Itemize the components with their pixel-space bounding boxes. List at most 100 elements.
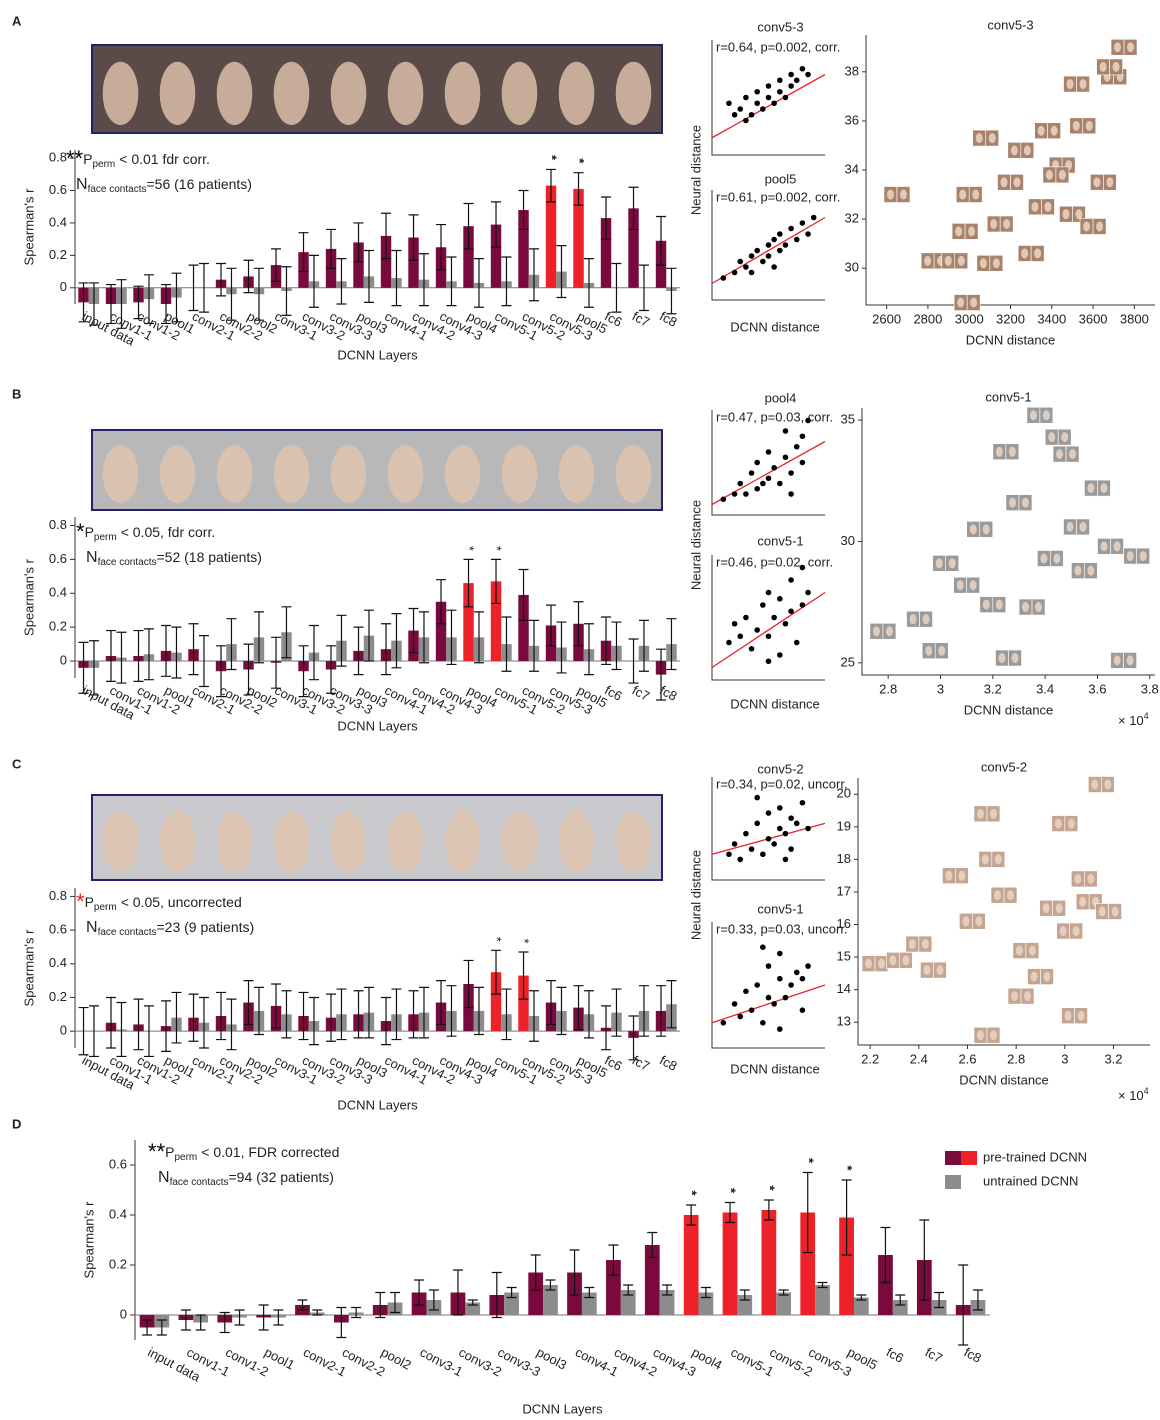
note: *Pperm< 0.05, uncorrected bbox=[76, 889, 242, 914]
face-photo bbox=[274, 811, 310, 872]
point bbox=[726, 640, 732, 646]
note-p-text: < 0.01, FDR corrected bbox=[201, 1144, 339, 1160]
point bbox=[777, 652, 783, 658]
y-tick-label: 0.4 bbox=[49, 585, 67, 600]
thumbnail-face bbox=[1073, 121, 1080, 131]
note-p: P bbox=[85, 894, 94, 910]
thumbnail-pair bbox=[954, 295, 980, 311]
thumbnail-pair bbox=[1096, 904, 1122, 920]
thumbnail-face bbox=[996, 600, 1003, 610]
thumbnail-face bbox=[970, 580, 977, 590]
thumbnail-face bbox=[1056, 903, 1063, 913]
point bbox=[732, 841, 738, 847]
thumbnail-pair bbox=[980, 597, 1006, 613]
thumbnail-pair bbox=[1008, 988, 1034, 1004]
thumbnail-face bbox=[1114, 541, 1121, 551]
thumbnail-face bbox=[962, 916, 969, 926]
face-photo bbox=[160, 811, 196, 872]
x-tick-label: fc8 bbox=[657, 1052, 679, 1073]
thumbnail-face bbox=[1003, 219, 1010, 229]
point bbox=[726, 851, 732, 857]
face-photo bbox=[274, 445, 310, 503]
x-multiplier-exp: 4 bbox=[1144, 711, 1149, 721]
note-n-text: =23 (9 patients) bbox=[156, 919, 254, 935]
thumbnail-pair bbox=[1027, 407, 1053, 423]
point bbox=[788, 72, 794, 78]
point bbox=[800, 976, 806, 982]
thumbnail-face bbox=[1044, 202, 1051, 212]
thumbnail-face bbox=[1074, 874, 1081, 884]
point bbox=[777, 951, 783, 957]
x-tick-label: fc8 bbox=[657, 308, 679, 329]
y-tick-label: 0 bbox=[60, 652, 67, 667]
x-tick-label: fc6 bbox=[884, 1344, 906, 1365]
thumbnail-face bbox=[1067, 522, 1074, 532]
point bbox=[805, 72, 811, 78]
point bbox=[771, 1001, 777, 1007]
thumbnail-face bbox=[1030, 410, 1037, 420]
thumbnail-face bbox=[945, 256, 952, 266]
note-p-sub: perm bbox=[94, 902, 117, 913]
thumbnail-pair bbox=[974, 806, 1000, 822]
thumbnail-face bbox=[1059, 170, 1066, 180]
y-tick-label: 17 bbox=[837, 883, 851, 898]
note-n-sub: face contacts bbox=[98, 927, 157, 938]
point bbox=[766, 253, 772, 259]
point bbox=[800, 800, 806, 806]
thumbnail-face bbox=[1061, 432, 1068, 442]
error-bar bbox=[106, 631, 116, 682]
point bbox=[777, 231, 783, 237]
point bbox=[766, 658, 772, 664]
point bbox=[743, 989, 749, 995]
point bbox=[732, 270, 738, 276]
annotation: r=0.34, p=0.02, uncorr. bbox=[716, 776, 848, 791]
thumbnail-face bbox=[1106, 177, 1113, 187]
thumbnail-face bbox=[945, 871, 952, 881]
note-n-sub: face contacts bbox=[88, 184, 147, 195]
point bbox=[794, 444, 800, 450]
x-tick-label: conv5-1 bbox=[728, 1344, 776, 1379]
thumbnail-face bbox=[1021, 248, 1028, 258]
face-photo bbox=[445, 811, 481, 872]
point bbox=[749, 253, 755, 259]
x-tick-label: 2.8 bbox=[1007, 1051, 1025, 1066]
thumbnail-face bbox=[977, 809, 984, 819]
x-tick-label: 2800 bbox=[913, 311, 942, 326]
bar bbox=[815, 1285, 830, 1315]
thumbnail-face bbox=[949, 558, 956, 568]
thumbnail-pair bbox=[1035, 123, 1061, 139]
point bbox=[800, 602, 806, 608]
point bbox=[760, 106, 766, 112]
error-bar bbox=[281, 267, 291, 316]
point bbox=[743, 831, 749, 837]
thumbnail-face bbox=[1075, 209, 1082, 219]
panel-letter: C bbox=[12, 756, 22, 771]
significance-star: ** bbox=[731, 1188, 736, 1194]
thumbnail-pair bbox=[977, 255, 1003, 271]
scatter-title: conv5-2 bbox=[981, 759, 1027, 774]
y-axis-label: Neural distance bbox=[688, 125, 703, 215]
point bbox=[749, 270, 755, 276]
thumbnail-face bbox=[1083, 221, 1090, 231]
y-tick-label: 30 bbox=[841, 533, 855, 548]
significance-star: ** bbox=[808, 1158, 813, 1164]
y-axis-label: Spearman's r bbox=[81, 1201, 96, 1279]
thumbnail-face bbox=[990, 809, 997, 819]
x-tick-label: conv5-2 bbox=[767, 1344, 815, 1379]
scatter-title: conv5-1 bbox=[757, 901, 803, 916]
point bbox=[788, 491, 794, 497]
thumbnail-pair bbox=[1111, 652, 1137, 668]
face-photo bbox=[217, 445, 253, 503]
point bbox=[771, 237, 777, 243]
point bbox=[743, 615, 749, 621]
thumbnail-face bbox=[1043, 410, 1050, 420]
thumbnail-face bbox=[1062, 209, 1069, 219]
thumbnail-face bbox=[909, 939, 916, 949]
face-photo bbox=[559, 62, 595, 125]
thumbnail-face bbox=[938, 646, 945, 656]
error-bar bbox=[161, 625, 171, 676]
y-tick-label: 0.6 bbox=[49, 551, 67, 566]
x-tick-label: 3 bbox=[937, 681, 944, 696]
y-tick-label: 20 bbox=[837, 786, 851, 801]
thumbnail-pair bbox=[870, 623, 896, 639]
